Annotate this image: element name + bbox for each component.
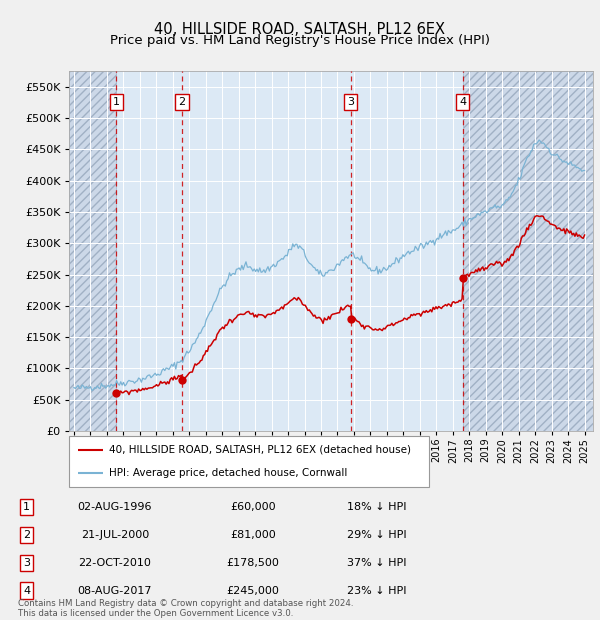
- Text: 4: 4: [459, 97, 466, 107]
- Text: 37% ↓ HPI: 37% ↓ HPI: [347, 557, 406, 568]
- Text: £60,000: £60,000: [230, 502, 276, 512]
- Text: 29% ↓ HPI: 29% ↓ HPI: [347, 529, 406, 540]
- Text: 2: 2: [178, 97, 185, 107]
- Text: £81,000: £81,000: [230, 529, 276, 540]
- Text: 1: 1: [113, 97, 120, 107]
- Text: Price paid vs. HM Land Registry's House Price Index (HPI): Price paid vs. HM Land Registry's House …: [110, 34, 490, 47]
- Bar: [463, 71, 593, 431]
- Text: Contains HM Land Registry data © Crown copyright and database right 2024.: Contains HM Land Registry data © Crown c…: [18, 599, 353, 608]
- Text: 2: 2: [23, 529, 30, 540]
- Text: 4: 4: [23, 585, 30, 596]
- Text: 3: 3: [347, 97, 354, 107]
- Text: 18% ↓ HPI: 18% ↓ HPI: [347, 502, 406, 512]
- Text: 21-JUL-2000: 21-JUL-2000: [80, 529, 149, 540]
- Text: 40, HILLSIDE ROAD, SALTASH, PL12 6EX: 40, HILLSIDE ROAD, SALTASH, PL12 6EX: [155, 22, 445, 37]
- Bar: [69, 71, 116, 431]
- Text: £178,500: £178,500: [227, 557, 280, 568]
- Text: 02-AUG-1996: 02-AUG-1996: [77, 502, 152, 512]
- Text: £245,000: £245,000: [227, 585, 280, 596]
- Text: HPI: Average price, detached house, Cornwall: HPI: Average price, detached house, Corn…: [109, 468, 347, 478]
- Text: 23% ↓ HPI: 23% ↓ HPI: [347, 585, 406, 596]
- Text: 22-OCT-2010: 22-OCT-2010: [79, 557, 151, 568]
- Text: 40, HILLSIDE ROAD, SALTASH, PL12 6EX (detached house): 40, HILLSIDE ROAD, SALTASH, PL12 6EX (de…: [109, 445, 410, 454]
- Text: This data is licensed under the Open Government Licence v3.0.: This data is licensed under the Open Gov…: [18, 608, 293, 618]
- Text: 1: 1: [23, 502, 30, 512]
- FancyBboxPatch shape: [69, 436, 429, 487]
- Text: 08-AUG-2017: 08-AUG-2017: [77, 585, 152, 596]
- Text: 3: 3: [23, 557, 30, 568]
